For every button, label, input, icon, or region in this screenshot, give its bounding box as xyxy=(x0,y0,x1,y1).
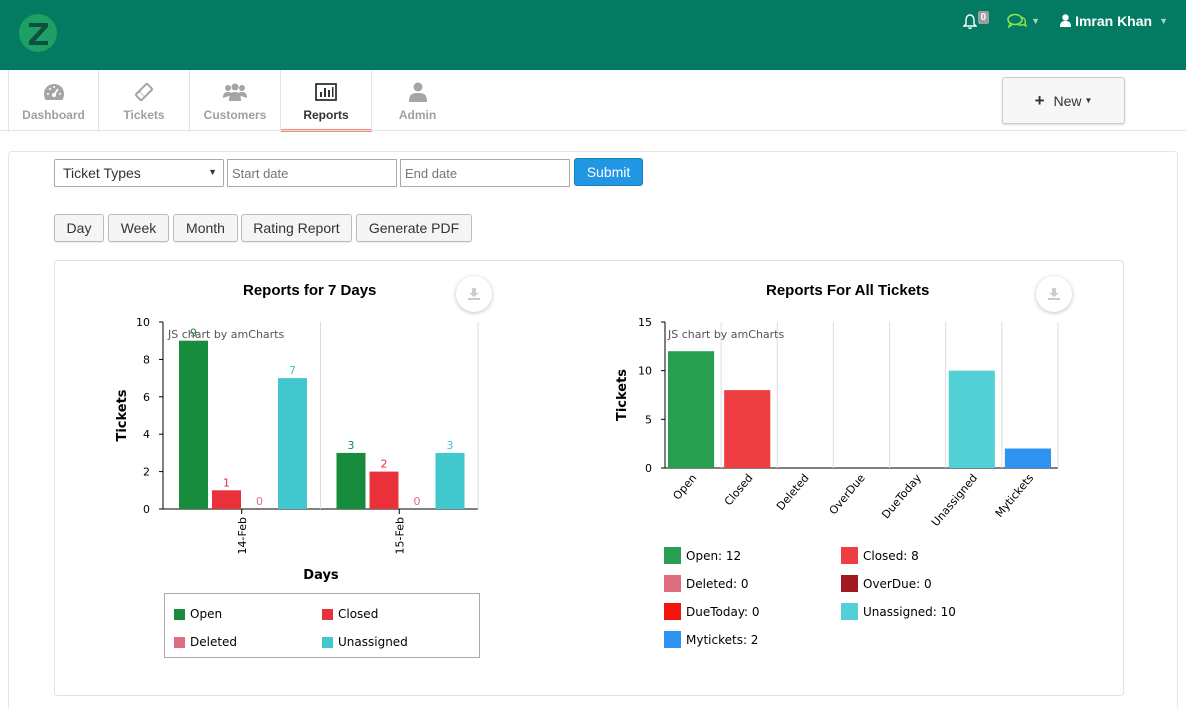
new-button-label: New xyxy=(1053,92,1082,109)
chart2-download-button[interactable] xyxy=(1036,276,1072,312)
legend-swatch xyxy=(174,636,185,648)
legend-label: Unassigned: 10 xyxy=(863,604,956,619)
month-button[interactable]: Month xyxy=(173,214,238,242)
legend-item-overdue[interactable]: OverDue: 0 xyxy=(841,575,932,592)
end-date-input[interactable] xyxy=(400,159,570,187)
nav-item-admin[interactable]: Admin xyxy=(372,70,463,132)
chart2-title: Reports For All Tickets xyxy=(766,282,930,299)
legend-item-open[interactable]: Open: 12 xyxy=(664,547,741,564)
nav-label: Customers xyxy=(203,108,267,122)
legend-label: Closed: 8 xyxy=(863,548,919,563)
user-icon xyxy=(408,82,427,102)
legend-label: DueToday: 0 xyxy=(686,604,760,619)
ticket-type-value: Ticket Types xyxy=(63,165,141,181)
legend-swatch xyxy=(841,547,858,564)
notification-count-badge: 0 xyxy=(977,11,990,24)
top-bar: 0 ▼ Imran Khan ▼ xyxy=(0,0,1186,70)
plus-icon: + xyxy=(1034,90,1045,110)
chart1-download-button[interactable] xyxy=(456,276,492,312)
nav-label: Dashboard xyxy=(22,108,85,122)
nav-item-reports[interactable]: Reports xyxy=(281,70,372,132)
chart1-credit: JS chart by amCharts xyxy=(168,328,285,341)
legend-swatch xyxy=(664,575,681,592)
legend-item-unassigned[interactable]: Unassigned xyxy=(322,635,408,649)
user-icon xyxy=(1060,14,1072,27)
download-icon xyxy=(468,288,480,300)
nav-divider xyxy=(0,130,1186,131)
chart1-legend: Open Closed Deleted Unassigned xyxy=(164,593,480,658)
bell-icon xyxy=(962,14,977,30)
legend-label: Mytickets: 2 xyxy=(686,632,759,647)
legend-label: Closed xyxy=(338,607,379,621)
new-button[interactable]: + New ▼ xyxy=(1002,77,1125,124)
legend-item-deleted[interactable]: Deleted xyxy=(174,635,237,649)
chat-icon xyxy=(1007,13,1028,29)
nav-label: Reports xyxy=(303,108,349,122)
legend-swatch xyxy=(664,547,681,564)
nav-item-customers[interactable]: Customers xyxy=(190,70,281,132)
legend-swatch xyxy=(841,575,858,592)
nav-label: Admin xyxy=(398,108,437,122)
legend-label: Deleted xyxy=(190,635,238,649)
download-icon xyxy=(1048,288,1060,300)
legend-item-unassigned[interactable]: Unassigned: 10 xyxy=(841,603,956,620)
ticket-icon xyxy=(134,82,154,102)
dashboard-icon xyxy=(43,84,64,100)
bar-chart-icon xyxy=(315,83,337,101)
ticket-type-select[interactable]: Ticket Types ▼ xyxy=(54,159,224,187)
chevron-down-icon: ▼ xyxy=(1159,15,1168,26)
generate-pdf-button[interactable]: Generate PDF xyxy=(356,214,472,242)
week-button[interactable]: Week xyxy=(108,214,169,242)
legend-item-open[interactable]: Open xyxy=(174,607,222,621)
messages-button[interactable]: ▼ xyxy=(1007,13,1040,29)
legend-swatch xyxy=(664,603,681,620)
nav-item-tickets[interactable]: Tickets xyxy=(99,70,190,132)
legend-swatch xyxy=(322,636,333,648)
legend-label: Open xyxy=(190,607,223,621)
legend-swatch xyxy=(174,608,185,620)
user-menu[interactable]: Imran Khan ▼ xyxy=(1060,13,1168,29)
legend-swatch xyxy=(841,603,858,620)
legend-item-duetoday[interactable]: DueToday: 0 xyxy=(664,603,760,620)
chart2-credit: JS chart by amCharts xyxy=(668,328,785,341)
chevron-down-icon: ▼ xyxy=(1084,96,1093,105)
chevron-down-icon: ▼ xyxy=(1031,15,1041,26)
legend-swatch xyxy=(322,608,333,620)
start-date-input[interactable] xyxy=(227,159,397,187)
notifications-button[interactable]: 0 xyxy=(962,11,990,30)
legend-swatch xyxy=(664,631,681,648)
main-nav: Dashboard Tickets Customers xyxy=(8,70,463,132)
legend-item-mytickets[interactable]: Mytickets: 2 xyxy=(664,631,758,648)
users-icon xyxy=(223,83,247,101)
legend-label: Unassigned xyxy=(338,635,408,649)
day-button[interactable]: Day xyxy=(54,214,104,242)
chart1-title: Reports for 7 Days xyxy=(243,282,377,299)
legend-item-closed[interactable]: Closed: 8 xyxy=(841,547,919,564)
legend-label: Deleted: 0 xyxy=(686,576,749,591)
legend-item-deleted[interactable]: Deleted: 0 xyxy=(664,575,749,592)
submit-button[interactable]: Submit xyxy=(574,158,643,186)
user-name: Imran Khan xyxy=(1075,12,1153,29)
nav-label: Tickets xyxy=(123,108,165,122)
nav-item-dashboard[interactable]: Dashboard xyxy=(8,70,99,132)
chevron-down-icon: ▼ xyxy=(208,167,217,177)
legend-label: Open: 12 xyxy=(686,548,742,563)
logo-icon[interactable] xyxy=(18,13,58,53)
rating-report-button[interactable]: Rating Report xyxy=(241,214,352,242)
charts-panel xyxy=(54,260,1124,696)
legend-label: OverDue: 0 xyxy=(863,576,932,591)
reports-panel xyxy=(8,151,1178,708)
legend-item-closed[interactable]: Closed xyxy=(322,607,378,621)
